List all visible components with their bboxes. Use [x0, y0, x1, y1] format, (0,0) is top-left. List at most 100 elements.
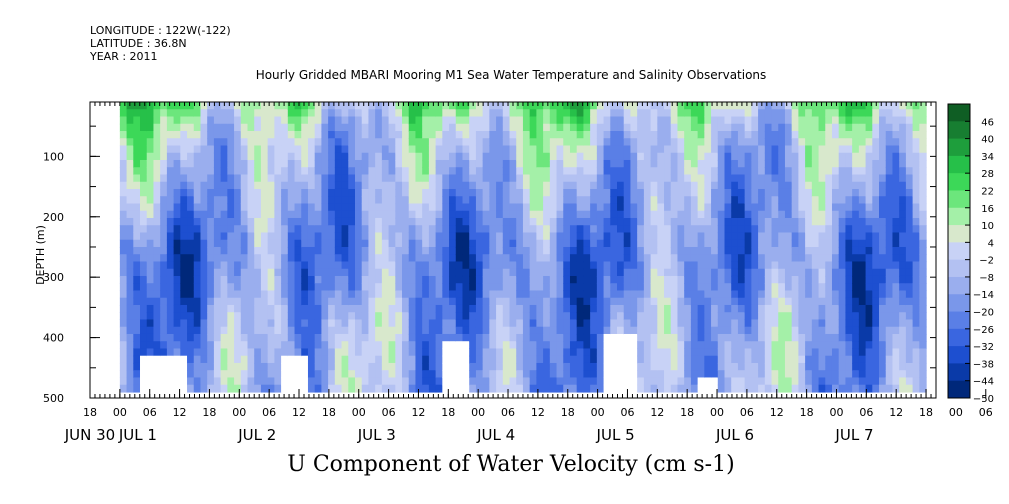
heatmap-cell — [375, 268, 383, 277]
heatmap-cell — [818, 181, 826, 190]
heatmap-cell — [200, 275, 208, 284]
heatmap-cell — [879, 297, 887, 306]
heatmap-cell — [449, 232, 457, 241]
heatmap-cell — [590, 131, 598, 139]
heatmap-cell — [791, 239, 799, 248]
heatmap-cell — [260, 188, 269, 197]
heatmap-cell — [751, 123, 759, 132]
heatmap-cell — [496, 131, 504, 139]
heatmap-cell — [590, 181, 598, 190]
heatmap-cell — [912, 275, 920, 284]
heatmap-cell — [711, 145, 719, 154]
heatmap-cell — [267, 239, 275, 248]
heatmap-cell — [193, 145, 202, 154]
heatmap-cell — [724, 283, 732, 292]
heatmap-cell — [381, 217, 390, 226]
heatmap-cell — [865, 290, 873, 299]
heatmap-cell — [368, 370, 376, 379]
y-tick-label: 400 — [43, 332, 64, 345]
heatmap-cell — [637, 268, 645, 277]
heatmap-cell — [254, 341, 262, 350]
heatmap-cell — [187, 217, 195, 226]
heatmap-cell — [173, 152, 181, 161]
heatmap-cell — [596, 217, 605, 226]
heatmap-cell — [489, 225, 497, 234]
heatmap-cell — [220, 254, 228, 263]
heatmap-cell — [449, 152, 457, 161]
heatmap-cell — [650, 123, 658, 132]
heatmap-cell — [449, 159, 457, 168]
heatmap-cell — [717, 290, 726, 299]
heatmap-cell — [778, 239, 786, 248]
heatmap-cell — [650, 145, 658, 154]
heatmap-cell — [140, 283, 148, 292]
heatmap-cell — [731, 203, 739, 212]
heatmap-cell — [328, 131, 336, 139]
heatmap-cell — [556, 283, 564, 292]
heatmap-cell — [744, 109, 752, 118]
heatmap-cell — [381, 275, 390, 284]
heatmap-cell — [704, 261, 712, 270]
heatmap-cell — [314, 232, 323, 241]
heatmap-cell — [872, 362, 880, 371]
heatmap-cell — [697, 167, 705, 176]
heatmap-cell — [395, 159, 403, 168]
heatmap-cell — [301, 116, 309, 125]
heatmap-cell — [247, 123, 255, 132]
heatmap-cell — [784, 261, 793, 270]
heatmap-cell — [778, 203, 786, 212]
heatmap-cell — [583, 225, 591, 234]
heatmap-cell — [381, 261, 390, 270]
heatmap-cell — [422, 297, 430, 306]
heatmap-cell — [704, 210, 712, 219]
heatmap-cell — [556, 138, 564, 147]
heatmap-cell — [254, 312, 262, 321]
heatmap-cell — [784, 377, 793, 386]
heatmap-cell — [744, 217, 752, 226]
heatmap-cell — [791, 377, 799, 386]
heatmap-cell — [140, 102, 148, 110]
heatmap-cell — [402, 138, 410, 147]
heatmap-cell — [798, 355, 806, 364]
heatmap-cell — [637, 384, 645, 393]
heatmap-cell — [301, 217, 309, 226]
heatmap-cell — [664, 152, 672, 161]
heatmap-cell — [207, 304, 215, 313]
heatmap-cell — [260, 210, 269, 219]
heatmap-cell — [455, 167, 464, 176]
heatmap-cell — [798, 333, 806, 342]
heatmap-cell — [690, 145, 699, 154]
heatmap-cell — [630, 116, 638, 125]
heatmap-cell — [771, 217, 779, 226]
heatmap-cell — [314, 370, 323, 379]
heatmap-cell — [341, 246, 349, 255]
heatmap-cell — [805, 348, 813, 357]
heatmap-cell — [576, 196, 585, 205]
heatmap-cell — [415, 384, 423, 393]
heatmap-cell — [865, 131, 873, 139]
heatmap-cell — [657, 174, 665, 183]
heatmap-cell — [502, 268, 511, 277]
heatmap-cell — [798, 297, 806, 306]
heatmap-cell — [469, 159, 477, 168]
heatmap-cell — [234, 348, 242, 357]
heatmap-cell — [643, 341, 652, 350]
heatmap-cell — [643, 297, 652, 306]
heatmap-cell — [664, 312, 672, 321]
heatmap-cell — [556, 225, 564, 234]
heatmap-cell — [294, 210, 302, 219]
heatmap-cell — [737, 225, 746, 234]
heatmap-cell — [852, 384, 860, 393]
heatmap-cell — [213, 348, 222, 357]
heatmap-cell — [496, 297, 504, 306]
heatmap-cell — [630, 319, 638, 328]
heatmap-cell — [274, 196, 282, 205]
heatmap-cell — [502, 355, 511, 364]
heatmap-cell — [146, 275, 155, 284]
heatmap-cell — [690, 326, 699, 335]
heatmap-cell — [442, 355, 450, 364]
heatmap-cell — [516, 196, 524, 205]
heatmap-cell — [422, 304, 430, 313]
heatmap-cell — [899, 102, 907, 110]
heatmap-cell — [368, 109, 376, 118]
